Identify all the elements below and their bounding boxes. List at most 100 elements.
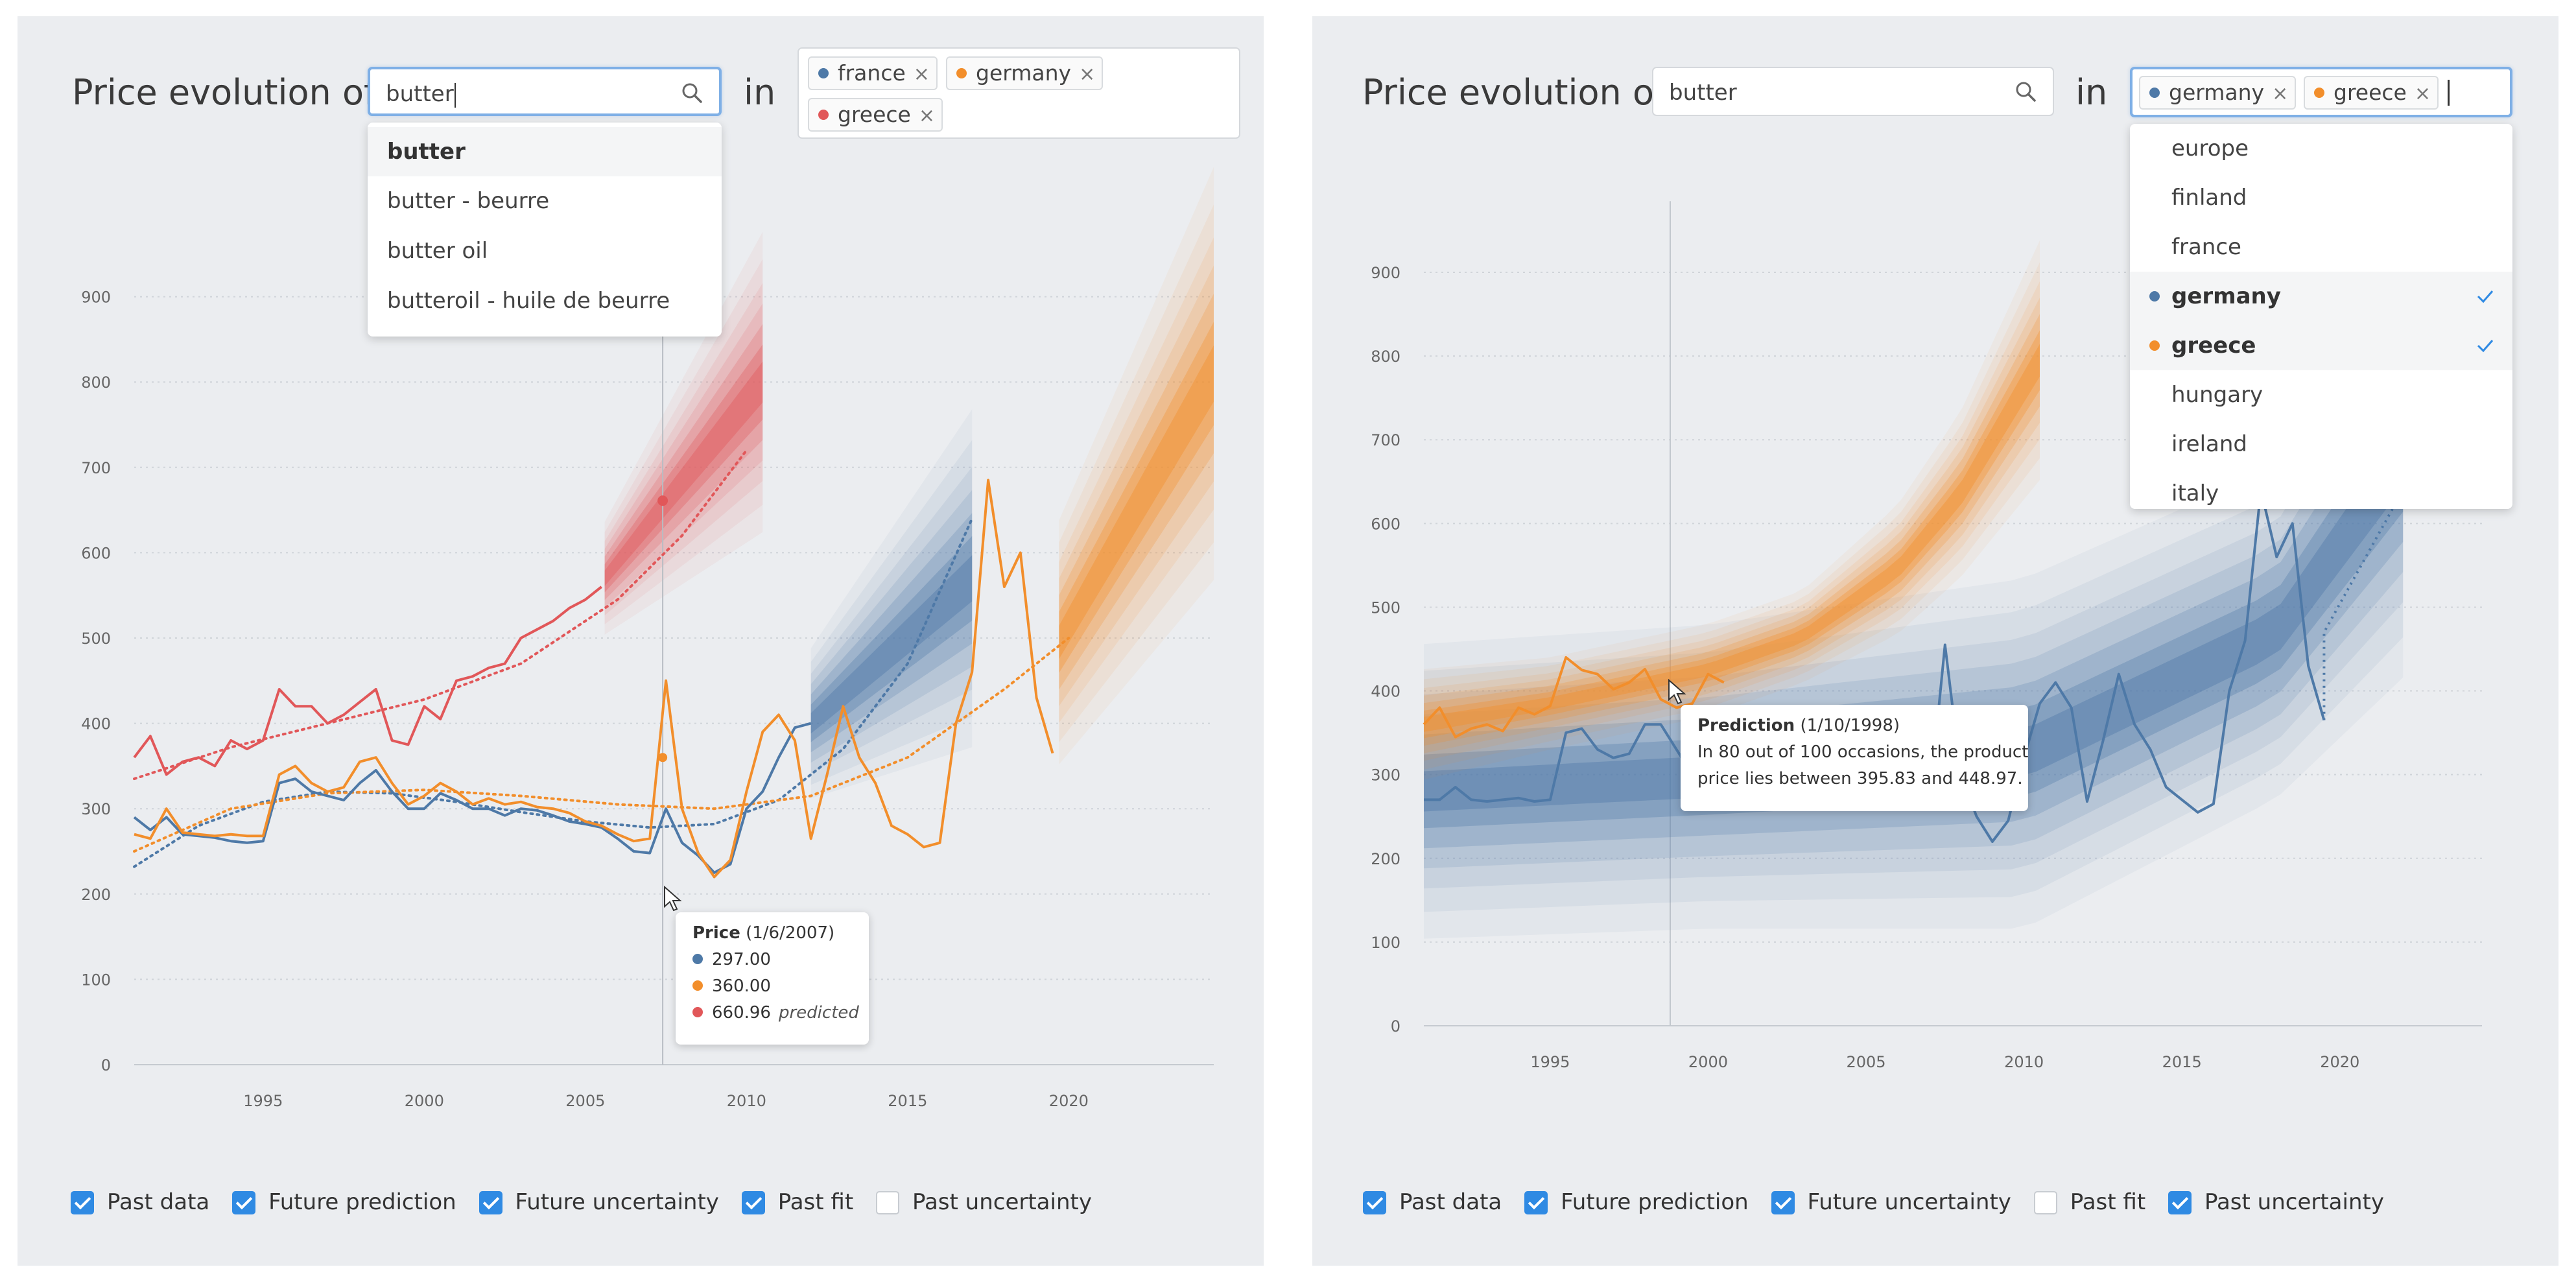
search-value: butter	[386, 81, 454, 107]
tooltip-body-line: In 80 out of 100 occasions, the product	[1697, 742, 2029, 762]
remove-tag-icon[interactable]: ×	[913, 63, 930, 86]
country-option-greece[interactable]: greece	[2130, 321, 2512, 370]
prediction-band-greece	[604, 361, 763, 586]
checkmark-icon	[2477, 340, 2494, 353]
option-label: greece	[2171, 333, 2256, 359]
checkbox-checked[interactable]	[232, 1191, 256, 1214]
checkbox-checked[interactable]	[1524, 1191, 1548, 1214]
checkmark-icon	[2477, 290, 2494, 303]
prediction-band-greece	[604, 283, 763, 616]
tooltip-value: 360.00	[712, 976, 771, 996]
country-tag-label: greece	[838, 102, 911, 127]
checkbox-checked[interactable]	[479, 1191, 502, 1214]
remove-tag-icon[interactable]: ×	[2414, 82, 2431, 105]
country-tag-greece[interactable]: greece ×	[2304, 76, 2439, 110]
y-tick-label: 400	[81, 715, 111, 733]
x-tick-label: 2010	[2004, 1053, 2044, 1071]
country-option-france[interactable]: france	[2171, 234, 2241, 260]
country-multiselect[interactable]: france × germany × greece ×	[798, 47, 1240, 139]
country-option-germany[interactable]: germany	[2130, 272, 2512, 321]
layer-toggles: Past data Future prediction Future uncer…	[1363, 1188, 2400, 1215]
greece-color-dot	[818, 109, 829, 120]
checkbox-checked[interactable]	[2168, 1191, 2192, 1214]
past-data-checkbox[interactable]: Past data	[71, 1189, 209, 1215]
uncertainty-band-greece	[1424, 344, 2040, 732]
checkbox-label: Past data	[1399, 1189, 1502, 1215]
checkbox-label: Future uncertainty	[1807, 1189, 2011, 1215]
checkbox-label: Past fit	[2070, 1189, 2146, 1215]
future-prediction-checkbox[interactable]: Future prediction	[232, 1189, 456, 1215]
y-tick-label: 900	[81, 289, 111, 307]
future-uncertainty-checkbox[interactable]: Future uncertainty	[1771, 1189, 2011, 1215]
option-label: germany	[2171, 283, 2281, 309]
suggestion-item[interactable]: butteroil - huile de beurre	[387, 288, 670, 314]
uncertainty-band-greece	[1424, 262, 2040, 770]
fit-line-greece	[133, 449, 748, 781]
prediction-band-greece	[604, 259, 763, 624]
country-option-ireland[interactable]: ireland	[2171, 431, 2248, 457]
text-caret	[454, 82, 456, 108]
germany-color-dot	[2149, 291, 2160, 302]
prediction-band-greece	[604, 231, 763, 635]
x-tick-label: 2000	[1688, 1053, 1728, 1071]
prediction-band-germany	[1059, 204, 1214, 742]
checkbox-checked[interactable]	[741, 1191, 765, 1214]
country-tag-greece[interactable]: greece ×	[808, 98, 943, 132]
fit-line-germany	[133, 637, 1070, 853]
checkbox-unchecked[interactable]	[2033, 1191, 2057, 1214]
remove-tag-icon[interactable]: ×	[918, 104, 935, 127]
uncertainty-band-germany	[1424, 235, 2404, 939]
suggestion-item[interactable]: butter oil	[387, 238, 488, 264]
past-uncertainty-checkbox[interactable]: Past uncertainty	[875, 1189, 1092, 1215]
country-option-europe[interactable]: europe	[2171, 136, 2249, 161]
hover-point-greece	[657, 495, 668, 506]
checkbox-checked[interactable]	[1771, 1191, 1795, 1214]
future-uncertainty-checkbox[interactable]: Future uncertainty	[479, 1189, 719, 1215]
future-prediction-checkbox[interactable]: Future prediction	[1524, 1189, 1749, 1215]
price-tooltip: Price (1/6/2007) 297.00 360.00 660.96 pre…	[676, 912, 869, 1045]
prediction-band-greece	[604, 344, 763, 593]
y-tick-label: 700	[81, 459, 111, 477]
y-tick-label: 800	[81, 373, 111, 392]
y-tick-label: 500	[1371, 598, 1400, 617]
country-option-finland[interactable]: finland	[2171, 185, 2247, 211]
x-tick-label: 2020	[2320, 1053, 2359, 1071]
checkbox-label: Future prediction	[1561, 1189, 1749, 1215]
past-data-checkbox[interactable]: Past data	[1363, 1189, 1502, 1215]
prediction-band-france	[810, 555, 973, 734]
product-search-input[interactable]: butter	[1652, 67, 2054, 116]
uncertainty-band-germany	[1424, 276, 2404, 912]
tooltip-date: (1/6/2007)	[746, 923, 835, 943]
prediction-tooltip: Prediction (1/10/1998) In 80 out of 100 …	[1681, 705, 2028, 811]
uncertainty-band-germany	[1424, 311, 2404, 889]
past-fit-checkbox[interactable]: Past fit	[2033, 1189, 2146, 1215]
remove-tag-icon[interactable]: ×	[2272, 82, 2289, 105]
country-tag-france[interactable]: france ×	[808, 56, 938, 90]
country-tag-germany[interactable]: germany ×	[946, 56, 1104, 90]
country-tag-germany[interactable]: germany ×	[2139, 76, 2297, 110]
suggestion-item[interactable]: butter	[368, 127, 722, 176]
country-multiselect[interactable]: germany × greece ×	[2130, 67, 2512, 117]
tooltip-value: 297.00	[712, 950, 771, 969]
past-uncertainty-checkbox[interactable]: Past uncertainty	[2168, 1189, 2384, 1215]
uncertainty-band-greece	[1424, 298, 2040, 753]
checkbox-checked[interactable]	[1363, 1191, 1386, 1214]
country-option-italy[interactable]: italy	[2171, 480, 2219, 506]
tooltip-predicted-note: predicted	[778, 1003, 859, 1023]
price-line-greece	[1423, 656, 1725, 739]
country-option-hungary[interactable]: hungary	[2171, 382, 2263, 408]
suggestion-item[interactable]: butter - beurre	[387, 188, 550, 214]
price-line-germany	[134, 479, 1054, 879]
x-tick-label: 2005	[1846, 1053, 1885, 1071]
prediction-band-germany	[1059, 322, 1214, 673]
product-search-input[interactable]: butter	[368, 67, 722, 116]
checkbox-checked[interactable]	[71, 1191, 94, 1214]
uncertainty-band-germany	[1424, 401, 2404, 829]
page-title: Price evolution of	[72, 72, 376, 113]
past-fit-checkbox[interactable]: Past fit	[741, 1189, 853, 1215]
prediction-band-greece	[604, 324, 763, 600]
left-panel: 0 100 200 300 400 500 600 700 800 900 1995 2000 2005…	[18, 16, 1264, 1266]
checkbox-unchecked[interactable]	[875, 1191, 899, 1214]
prediction-band-germany	[1059, 237, 1214, 723]
remove-tag-icon[interactable]: ×	[1079, 63, 1096, 86]
